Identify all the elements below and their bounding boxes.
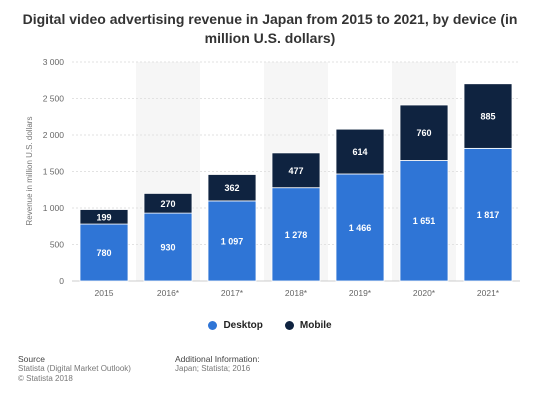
x-tick-label-2018: 2018* [285, 288, 308, 298]
data-label-desktop-2015: 780 [96, 248, 111, 258]
data-label-mobile-2016: 270 [160, 199, 175, 209]
data-label-desktop-2018: 1 278 [285, 230, 308, 240]
x-tick-label-2021: 2021* [477, 288, 500, 298]
bar-mobile-2015 [79, 209, 129, 225]
x-tick-label-2017: 2017* [221, 288, 244, 298]
x-tick-label-2019: 2019* [349, 288, 372, 298]
bars: 780 199 930 270 1 097 362 1 278 477 1 466 614 1 65… [79, 83, 513, 282]
legend-label-desktop: Desktop [223, 320, 263, 331]
y-tick-label-500: 500 [50, 240, 64, 250]
legend-item-desktop[interactable]: Desktop [208, 320, 263, 331]
data-label-desktop-2016: 930 [160, 243, 175, 253]
data-label-mobile-2021: 885 [480, 112, 495, 122]
y-tick-label-0: 0 [59, 276, 64, 286]
y-axis-ticks: 0 500 1 000 1 500 2 000 2 500 3 000 [43, 57, 65, 286]
legend-item-mobile[interactable]: Mobile [284, 320, 332, 331]
data-label-mobile-2017: 362 [224, 183, 239, 193]
info-heading: Additional Information: [175, 354, 260, 364]
data-label-desktop-2019: 1 466 [349, 223, 372, 233]
bar-mobile-2020 [399, 104, 449, 161]
footer-additional-info: Additional Information: Japan; Statista;… [175, 354, 260, 374]
legend: Desktop Mobile [0, 320, 540, 331]
bar-mobile-2017 [207, 174, 257, 202]
data-label-mobile-2020: 760 [416, 128, 431, 138]
data-label-desktop-2020: 1 651 [413, 216, 436, 226]
x-tick-label-2015: 2015 [95, 288, 114, 298]
y-tick-label-1000: 1 000 [43, 203, 65, 213]
bar-mobile-2021 [463, 83, 513, 149]
y-tick-label-2000: 2 000 [43, 130, 65, 140]
data-label-mobile-2019: 614 [352, 147, 367, 157]
legend-dot-desktop [208, 321, 218, 330]
bar-desktop-2015 [79, 223, 129, 282]
x-tick-label-2016: 2016* [157, 288, 180, 298]
bar-desktop-2020 [399, 160, 449, 282]
data-label-desktop-2017: 1 097 [221, 236, 244, 246]
source-heading: Source [18, 354, 45, 364]
footer-source: Source Statista (Digital Market Outlook)… [18, 354, 131, 384]
source-line-2[interactable]: © Statista 2018 [18, 374, 73, 383]
bar-mobile-2019 [335, 128, 385, 175]
source-line-1: Statista (Digital Market Outlook) [18, 364, 131, 373]
y-tick-label-2500: 2 500 [43, 94, 65, 104]
legend-dot-mobile [284, 321, 294, 330]
info-line-1: Japan; Statista; 2016 [175, 364, 251, 373]
bar-mobile-2016 [143, 192, 193, 214]
y-axis-label: Revenue in million U.S. dollars [25, 117, 34, 226]
legend-label-mobile: Mobile [299, 320, 332, 331]
bar-desktop-2016 [143, 212, 193, 282]
stacked-bar-chart: 0 500 1 000 1 500 2 000 2 500 3 000 Revenue in… [25, 57, 520, 298]
data-label-desktop-2021: 1 817 [477, 210, 500, 220]
data-label-mobile-2018: 477 [288, 166, 303, 176]
x-tick-label-2020: 2020* [413, 288, 436, 298]
y-tick-label-1500: 1 500 [43, 167, 65, 177]
bar-desktop-2017 [207, 200, 257, 282]
bar-desktop-2019 [335, 173, 385, 282]
chart-title: Digital video advertising revenue in Jap… [22, 11, 518, 46]
bar-desktop-2018 [271, 187, 321, 282]
y-tick-label-3000: 3 000 [43, 57, 65, 67]
x-axis-ticks: 2015 2016* 2017* 2018* 2019* 2020* 2021* [95, 288, 500, 298]
bar-mobile-2018 [271, 152, 321, 189]
data-label-mobile-2015: 199 [96, 212, 111, 222]
